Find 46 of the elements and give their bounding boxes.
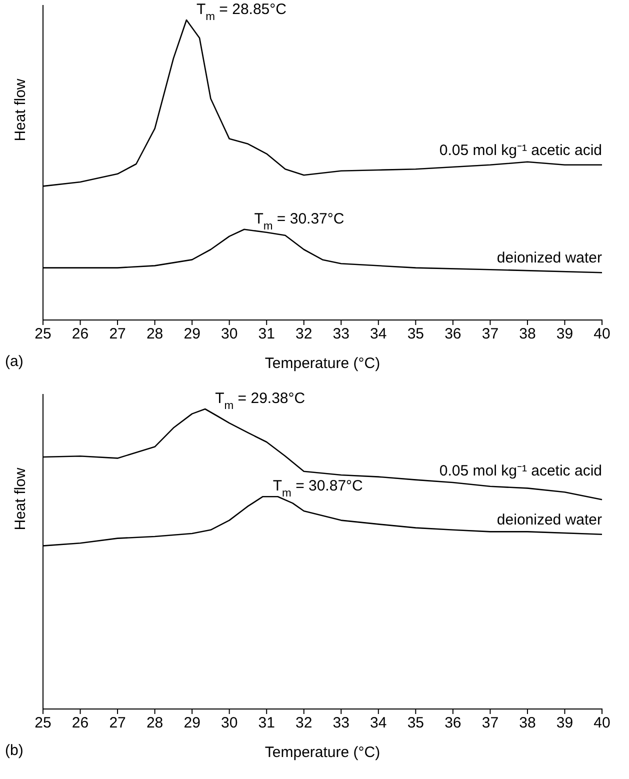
text: (a) [5,353,24,370]
x-tick-label: 36 [444,326,462,343]
x-tick-label: 32 [296,714,312,732]
x-tick-label: 34 [370,714,387,732]
x-tick-label: 31 [258,326,275,343]
x-tick-label: 38 [519,326,536,343]
x-tick-label: 38 [519,714,536,732]
x-tick-label: 31 [258,714,275,732]
x-tick-label: 37 [482,326,499,343]
series-label: 0.05 mol kg⁻¹ acetic acid [439,462,602,480]
x-tick-label: 33 [332,326,350,343]
x-tick-label: 29 [184,326,200,343]
x-tick-label: 36 [444,714,462,732]
x-tick-label: 40 [594,714,610,732]
x-tick-label: 30 [220,326,238,343]
x-tick-label: 35 [407,326,424,343]
x-tick-label: 35 [407,714,424,732]
x-tick-label: 29 [184,714,200,732]
y-axis-title: Heat flow [12,78,29,142]
x-tick-label: 32 [296,326,312,343]
x-tick-label: 37 [482,714,499,732]
annotation: T$_{m}$ = 28.85°C [196,1,287,23]
x-tick-label: 25 [34,714,52,732]
x-tick-label: 33 [332,714,350,732]
annotation: T$_{m}$ = 29.38°C [215,390,306,412]
x-tick-label: 34 [370,326,387,343]
y-axis-title: Heat flow [12,468,29,530]
text: (b) [5,742,24,759]
series-label: 0.05 mol kg⁻¹ acetic acid [439,142,602,159]
annotation: T$_{m}$ = 30.37°C [254,210,344,232]
series-label: deionized water [496,512,602,529]
x-tick-label: 27 [109,326,126,343]
x-tick-label: 28 [146,714,164,732]
x-tick-label: 25 [34,326,52,343]
series-label: deionized water [496,250,602,267]
x-tick-label: 27 [109,714,126,732]
x-axis-title: Temperature (°C) [264,355,380,372]
x-tick-label: 39 [556,326,574,343]
x-tick-label: 26 [72,714,89,732]
x-tick-label: 28 [146,326,164,343]
x-tick-label: 40 [594,326,610,343]
x-tick-label: 26 [72,326,89,343]
x-tick-label: 30 [220,714,238,732]
x-axis-title: Temperature (°C) [264,744,380,761]
annotation: T$_{m}$ = 30.87°C [272,478,364,500]
x-tick-label: 39 [556,714,574,732]
